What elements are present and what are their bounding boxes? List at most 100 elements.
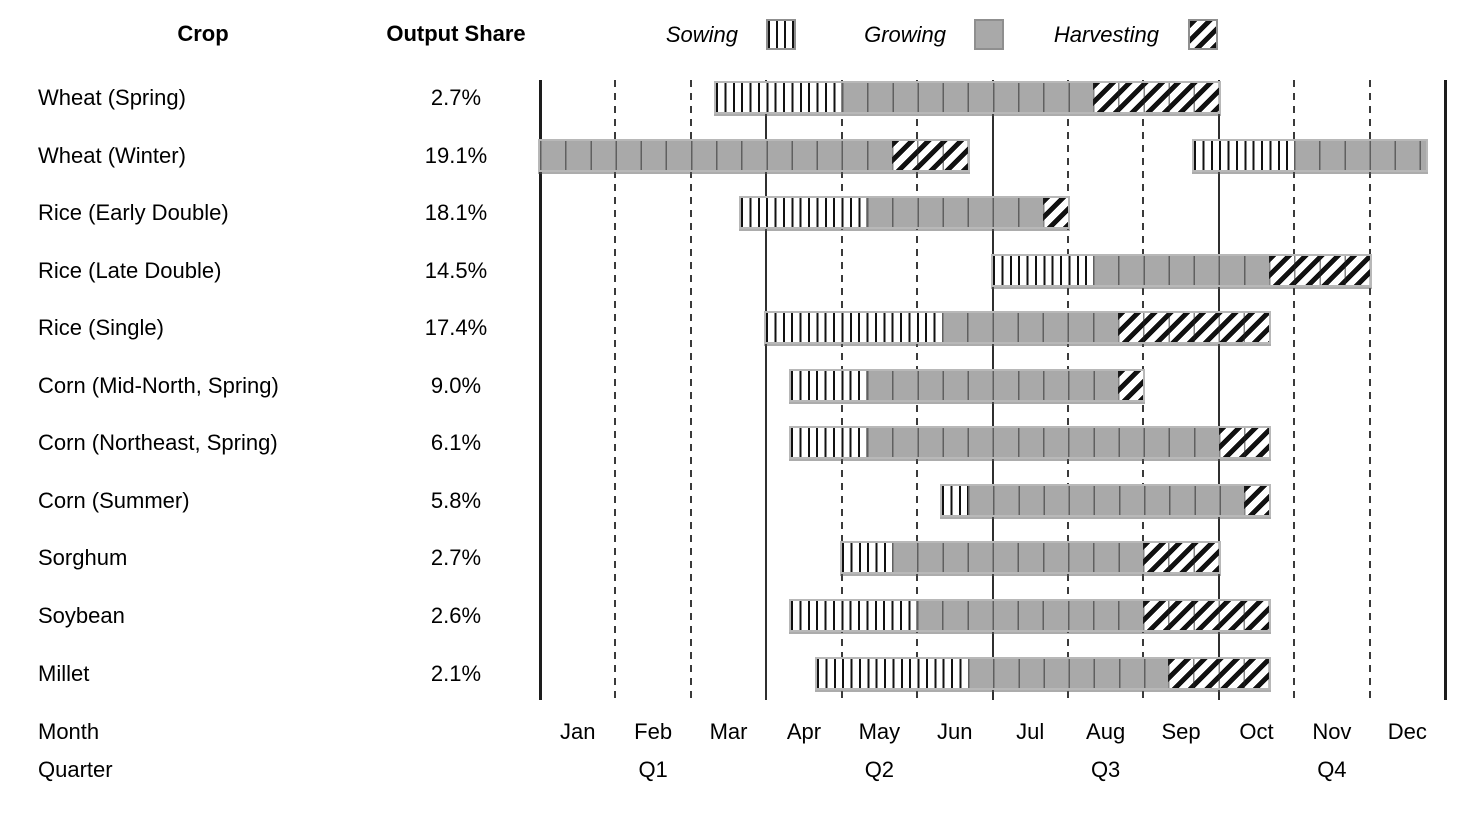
sowing-segment <box>741 198 867 228</box>
sowing-segment <box>766 313 942 343</box>
harvesting-segment <box>1043 198 1068 228</box>
legend-label-growing: Growing <box>864 22 946 47</box>
gridline-solid <box>765 80 768 700</box>
output-share-value: 6.1% <box>430 430 482 456</box>
crop-bar <box>538 138 970 172</box>
crop-label: Sorghum <box>38 545 128 571</box>
sowing-segment <box>715 83 842 112</box>
growing-segment <box>941 313 1119 343</box>
legend-swatch-growing-icon <box>974 19 1004 50</box>
month-label: Jun <box>937 719 973 744</box>
gridline-dashed <box>614 80 617 700</box>
sowing-segment <box>1193 140 1295 170</box>
output-share-value: 2.7% <box>430 85 482 110</box>
output-share-value: 2.1% <box>430 660 482 686</box>
harvesting-segment <box>1269 255 1370 285</box>
month-label: Aug <box>1086 719 1126 744</box>
gridline-dashed <box>1293 80 1296 700</box>
harvesting-segment <box>1143 543 1219 573</box>
growing-segment <box>841 83 1093 112</box>
month-label: Mar <box>709 719 748 744</box>
sowing-segment <box>941 485 968 515</box>
growing-segment <box>866 370 1119 400</box>
crop-bar <box>839 541 1221 575</box>
crop-bar <box>764 311 1272 345</box>
output-share-value: 9.0% <box>430 372 482 398</box>
crop-label: Millet <box>38 660 90 686</box>
crop-label: Rice (Late Double) <box>38 257 222 283</box>
crop-column-header: Crop <box>177 21 229 46</box>
harvesting-segment <box>1143 600 1270 630</box>
month-label: Jan <box>559 719 596 744</box>
sowing-segment <box>841 543 893 573</box>
gridline-solid <box>1217 80 1220 700</box>
output-share-value: 19.1% <box>424 142 488 168</box>
quarter-label: Q3 <box>1090 757 1121 782</box>
month-axis-title: Month <box>38 719 100 744</box>
output-share-value: 14.5% <box>424 257 488 283</box>
crop-bar <box>814 656 1272 690</box>
harvesting-segment <box>892 140 968 170</box>
harvesting-segment <box>1243 485 1270 515</box>
legend-label-harvesting: Harvesting <box>1053 22 1159 47</box>
quarter-axis-title: Quarter <box>38 757 113 782</box>
harvesting-segment <box>1118 370 1144 400</box>
month-label: Nov <box>1312 719 1352 744</box>
sowing-segment <box>791 428 867 458</box>
growing-segment <box>967 485 1244 515</box>
harvesting-segment <box>1118 313 1270 343</box>
month-label: Oct <box>1239 719 1274 744</box>
output-share-value: 2.6% <box>430 602 482 628</box>
crop-label: Corn (Summer) <box>38 487 190 513</box>
output-share-value: 2.7% <box>430 545 482 571</box>
growing-segment <box>866 198 1044 228</box>
quarter-label: Q4 <box>1317 757 1347 782</box>
growing-segment <box>1294 140 1427 170</box>
crop-label: Wheat (Spring) <box>38 85 186 110</box>
legend-label-sowing: Sowing <box>665 22 738 47</box>
growing-segment <box>1092 255 1270 285</box>
harvesting-segment <box>1092 83 1219 112</box>
crop-bar <box>713 81 1221 114</box>
sowing-segment <box>992 255 1093 285</box>
output-share-value: 17.4% <box>424 315 488 341</box>
quarter-label: Q2 <box>864 757 895 782</box>
quarter-label: Q1 <box>638 757 668 782</box>
gridline-solid <box>539 80 542 700</box>
crop-bar <box>789 598 1272 632</box>
growing-segment <box>892 543 1144 573</box>
crop-bar <box>789 426 1272 460</box>
crop-bar <box>739 196 1070 230</box>
growing-segment <box>967 658 1169 688</box>
month-label: Jul <box>1016 719 1045 744</box>
sowing-segment <box>791 370 867 400</box>
gridline-solid <box>1444 80 1447 700</box>
crop-label: Wheat (Winter) <box>38 142 186 168</box>
month-label: Feb <box>634 719 673 744</box>
crop-bar <box>939 483 1272 517</box>
harvesting-segment <box>1168 658 1270 688</box>
month-label: Sep <box>1161 719 1201 744</box>
growing-segment <box>540 140 893 170</box>
month-label: Apr <box>786 719 822 744</box>
growing-segment <box>917 600 1144 630</box>
output-share-value: 5.8% <box>430 487 482 513</box>
crop-bar <box>990 253 1372 287</box>
crop-label: Corn (Northeast, Spring) <box>38 430 278 456</box>
month-label: May <box>858 719 901 744</box>
legend-swatch-harvesting-icon <box>1188 19 1218 50</box>
crop-label: Rice (Early Double) <box>38 200 229 226</box>
crop-label: Rice (Single) <box>38 315 164 341</box>
gridline-dashed <box>1368 80 1371 700</box>
sowing-segment <box>791 600 918 630</box>
harvesting-segment <box>1218 428 1270 458</box>
output-share-column-header: Output Share <box>386 21 526 46</box>
output-share-value: 18.1% <box>424 200 488 226</box>
legend-swatch-sowing-icon <box>766 19 796 50</box>
crop-bar <box>789 368 1146 402</box>
growing-segment <box>866 428 1219 458</box>
crop-label: Soybean <box>38 602 125 628</box>
crop-label: Corn (Mid-North, Spring) <box>38 372 279 398</box>
crop-bar <box>1191 138 1429 172</box>
